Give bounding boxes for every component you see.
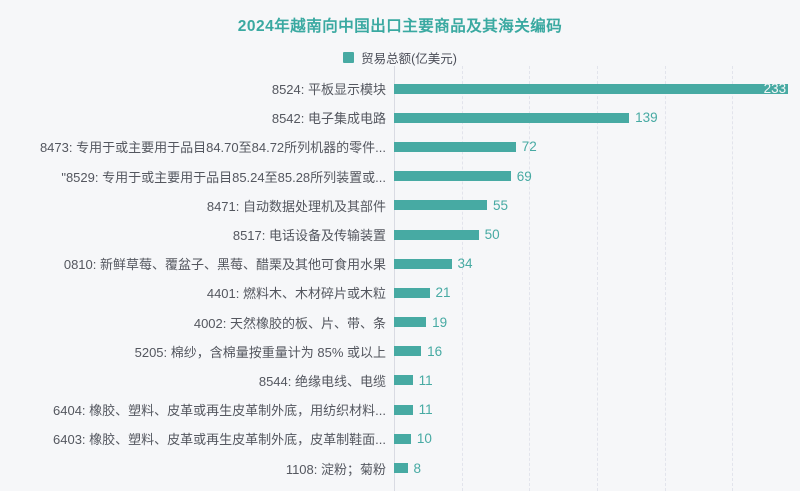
y-axis-line xyxy=(394,66,395,491)
bar-value-label: 50 xyxy=(484,227,500,243)
bar-category-label: 8542: 电子集成电路 xyxy=(271,111,386,127)
legend-label: 贸易总额(亿美元) xyxy=(361,52,457,66)
bar-value-label: 69 xyxy=(516,168,532,184)
bar-track: 55 xyxy=(394,191,800,220)
bar-category-label: 8524: 平板显示模块 xyxy=(271,82,386,98)
bar[interactable] xyxy=(394,463,408,474)
bar-category-label: 4401: 燃料木、木材碎片或木粒 xyxy=(206,286,386,302)
bar-row: 4002: 天然橡胶的板、片、带、条 19 xyxy=(0,308,800,337)
bar-track: 21 xyxy=(394,278,800,307)
bar-value-label: 8 xyxy=(413,460,422,476)
bar-row: 8471: 自动数据处理机及其部件 55 xyxy=(0,191,800,220)
bar-value-label: 72 xyxy=(521,139,537,155)
bar[interactable] xyxy=(394,200,488,211)
bar[interactable] xyxy=(394,433,411,444)
bar[interactable] xyxy=(394,317,427,328)
bar-value-label: 139 xyxy=(635,110,658,126)
bar-value-label: 10 xyxy=(416,431,432,447)
bar[interactable] xyxy=(394,404,413,415)
bar-value-label: 233 xyxy=(763,81,787,97)
bar-category-label: 8473: 专用于或主要用于品目84.70至84.72所列机器的零件... xyxy=(39,140,386,156)
bar-track: 19 xyxy=(394,308,800,337)
bar-track: 16 xyxy=(394,337,800,366)
bar-row: 6403: 橡胶、塑料、皮革或再生皮革制外底，皮革制鞋面... 10 xyxy=(0,424,800,453)
bar-row: 8517: 电话设备及传输装置 50 xyxy=(0,220,800,249)
bar-row: 8542: 电子集成电路 139 xyxy=(0,103,800,132)
bar-row: 6404: 橡胶、塑料、皮革或再生皮革制外底，用纺织材料... 11 xyxy=(0,395,800,424)
bar-value-label: 16 xyxy=(427,343,443,359)
bar-row: "8529: 专用于或主要用于品目85.24至85.28所列装置或... 69 xyxy=(0,162,800,191)
bar-category-label: 8544: 绝缘电线、电缆 xyxy=(258,373,386,389)
legend-swatch-icon xyxy=(343,52,355,63)
bar-track: 11 xyxy=(394,366,800,395)
bar[interactable] xyxy=(394,141,516,152)
legend[interactable]: 贸易总额(亿美元) xyxy=(0,48,800,67)
bar-row: 8473: 专用于或主要用于品目84.70至84.72所列机器的零件... 72 xyxy=(0,132,800,161)
bar-rows: 8524: 平板显示模块 233 8542: 电子集成电路 139 8473: 专用于或… xyxy=(0,74,800,483)
bar-row: 5205: 棉纱，含棉量按重量计为 85% 或以上 16 xyxy=(0,337,800,366)
bar-track: 72 xyxy=(394,132,800,161)
gridline xyxy=(732,66,734,491)
bar-value-label: 34 xyxy=(457,256,473,272)
bar[interactable]: 233 xyxy=(394,81,789,97)
bar-category-label: 8471: 自动数据处理机及其部件 xyxy=(206,198,386,214)
bar-row: 1108: 淀粉；菊粉 8 xyxy=(0,453,800,482)
bar-row: 8524: 平板显示模块 233 xyxy=(0,74,800,103)
bar-track: 11 xyxy=(394,395,800,424)
gridline xyxy=(461,66,463,491)
bar-track: 10 xyxy=(394,424,800,453)
bar-row: 4401: 燃料木、木材碎片或木粒 21 xyxy=(0,278,800,307)
bar-category-label: 8517: 电话设备及传输装置 xyxy=(232,228,386,244)
bar-track: 139 xyxy=(394,103,800,132)
bar[interactable] xyxy=(394,229,479,240)
bar-category-label: 0810: 新鲜草莓、覆盆子、黑莓、醋栗及其他可食用水果 xyxy=(63,257,386,273)
bar[interactable] xyxy=(394,258,452,269)
bar[interactable] xyxy=(394,375,413,386)
bar-category-label: "8529: 专用于或主要用于品目85.24至85.28所列装置或... xyxy=(61,169,386,185)
bar-value-label: 11 xyxy=(418,402,433,418)
bar-track: 50 xyxy=(394,220,800,249)
chart-title: 2024年越南向中国出口主要商品及其海关编码 xyxy=(237,18,563,35)
bar-category-label: 4002: 天然橡胶的板、片、带、条 xyxy=(193,315,386,331)
bar[interactable] xyxy=(394,112,630,123)
bar-category-label: 6404: 橡胶、塑料、皮革或再生皮革制外底，用纺织材料... xyxy=(53,403,386,419)
bar-value-label: 11 xyxy=(418,372,433,388)
bar-row: 8544: 绝缘电线、电缆 11 xyxy=(0,366,800,395)
bar[interactable] xyxy=(394,171,511,182)
bar[interactable] xyxy=(394,346,422,357)
bar[interactable] xyxy=(394,287,430,298)
gridline xyxy=(664,66,666,491)
bar-track: 233 xyxy=(394,74,800,103)
bar-track: 8 xyxy=(394,453,800,482)
bar-value-label: 55 xyxy=(493,197,509,213)
bar-category-label: 1108: 淀粉；菊粉 xyxy=(285,461,386,477)
bar-track: 69 xyxy=(394,162,800,191)
bar-track: 34 xyxy=(394,249,800,278)
bar-row: 0810: 新鲜草莓、覆盆子、黑莓、醋栗及其他可食用水果 34 xyxy=(0,249,800,278)
bar-category-label: 6403: 橡胶、塑料、皮革或再生皮革制外底，皮革制鞋面... xyxy=(53,432,386,448)
bar-category-label: 5205: 棉纱，含棉量按重量计为 85% 或以上 xyxy=(134,344,386,360)
gridline xyxy=(597,66,598,491)
gridline-layer xyxy=(394,66,800,491)
gridline xyxy=(529,66,531,491)
bar-value-label: 21 xyxy=(435,285,451,301)
bar-chart: 8524: 平板显示模块 233 8542: 电子集成电路 139 8473: 专用于或… xyxy=(0,66,800,491)
bar-value-label: 19 xyxy=(432,314,448,330)
